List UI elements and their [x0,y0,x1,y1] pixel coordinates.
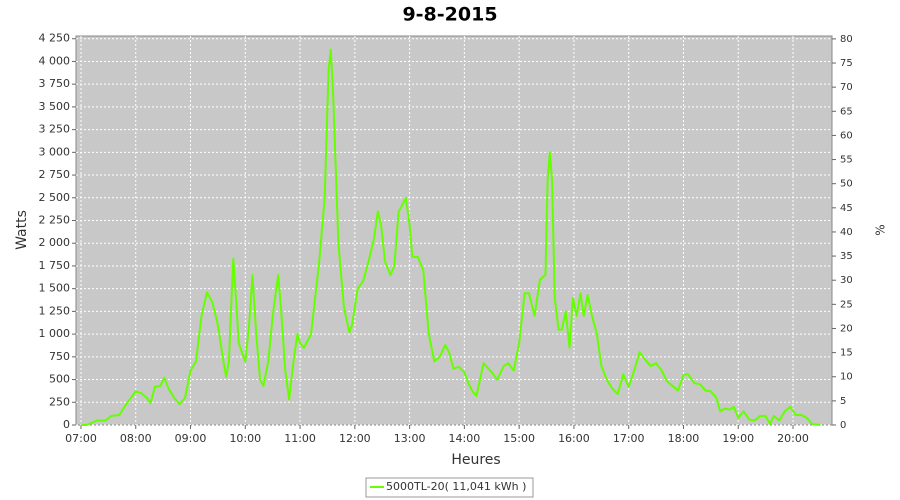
x-tick-label: 20:00 [777,432,809,445]
x-tick-label: 14:00 [449,432,481,445]
y2-tick-label: 15 [840,348,853,359]
x-axis-label: Heures [451,452,500,468]
legend [365,477,534,498]
plot-area [75,35,833,426]
y-tick-label: 3 750 [39,77,71,90]
y-tick-label: 4 000 [39,54,71,67]
y-tick-label: 750 [49,350,70,363]
y-tick-label: 1 750 [39,259,71,272]
y2-tick-label: 60 [840,130,853,141]
y-tick-label: 4 250 [39,32,71,45]
y2-tick-label: 70 [840,82,853,93]
y2-tick-label: 50 [840,179,853,190]
y-tick-label: 0 [63,418,70,431]
legend-label: 5000TL-20( 11,041 kWh ) [386,480,526,493]
x-tick-label: 12:00 [339,432,371,445]
chart-title: 9-8-2015 [402,4,497,26]
y-tick-label: 2 000 [39,236,71,249]
y2-tick-label: 20 [840,323,853,334]
x-tick-label: 17:00 [613,432,645,445]
y2-tick-label: 55 [840,155,853,166]
y-tick-label: 500 [49,373,70,386]
data-line [80,48,821,426]
y-tick-label: 3 250 [39,123,71,136]
y2-tick-label: 0 [840,420,846,431]
y2-tick-label: 75 [840,58,853,69]
y2-tick-label: 35 [840,251,853,262]
y-tick-label: 3 000 [39,145,71,158]
x-tick-label: 11:00 [284,432,316,445]
y2-tick-label: 30 [840,275,853,286]
x-tick-label: 18:00 [668,432,700,445]
x-tick-label: 16:00 [558,432,590,445]
x-tick-label: 19:00 [722,432,754,445]
y-axis-label: Watts [14,210,30,250]
y-tick-label: 2 750 [39,168,71,181]
y-tick-label: 1 000 [39,327,71,340]
y2-tick-label: 10 [840,372,853,383]
y2-tick-label: 25 [840,299,853,310]
y-tick-label: 2 500 [39,191,71,204]
y2-tick-label: 65 [840,106,853,117]
y2-tick-label: 80 [840,34,853,45]
y2-tick-label: 5 [840,396,846,407]
y-tick-label: 3 500 [39,100,71,113]
y2-axis-label: % [874,224,888,235]
x-tick-label: 08:00 [120,432,152,445]
y2-tick-label: 45 [840,203,853,214]
x-tick-label: 15:00 [503,432,535,445]
y2-tick-label: 40 [840,227,853,238]
y-tick-label: 250 [49,395,70,408]
x-tick-label: 07:00 [65,432,97,445]
x-tick-label: 13:00 [394,432,426,445]
y-tick-label: 1 500 [39,282,71,295]
x-tick-label: 10:00 [229,432,261,445]
x-tick-label: 09:00 [175,432,207,445]
y-tick-label: 1 250 [39,304,71,317]
y-tick-label: 2 250 [39,214,71,227]
